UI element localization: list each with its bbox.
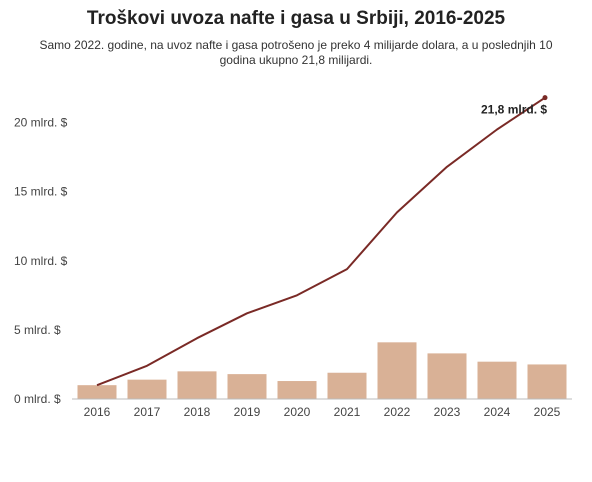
bar	[127, 379, 167, 399]
y-tick-label: 10 mlrd. $	[14, 254, 68, 268]
line-end-point	[542, 95, 548, 101]
bar	[527, 364, 567, 399]
x-axis: 2016 2017 2018 2019 2020 2021 2022 2023 2024 2025	[72, 398, 572, 419]
y-tick-label: 15 mlrd. $	[14, 185, 68, 199]
chart-title: Troškovi uvoza nafte i gasa u Srbiji, 20…	[86, 8, 506, 29]
x-tick-label: 2024	[484, 405, 511, 419]
y-tick-label: 0 mlrd. $	[14, 392, 61, 406]
x-tick-label: 2021	[334, 405, 361, 419]
x-tick-label: 2019	[234, 405, 261, 419]
line-path	[96, 96, 546, 387]
y-axis: 0 mlrd. $ 5 mlrd. $ 10 mlrd. $ 15 mlrd. $ 20…	[14, 116, 68, 406]
bar	[227, 374, 267, 399]
bar	[277, 381, 317, 399]
x-tick-label: 2020	[284, 405, 311, 419]
bar-series	[77, 342, 567, 399]
x-tick-label: 2025	[534, 405, 561, 419]
y-tick-label: 20 mlrd. $	[14, 116, 68, 130]
x-tick-label: 2022	[384, 405, 411, 419]
bar	[427, 353, 467, 399]
bar	[177, 371, 217, 399]
line-end-annotation: 21,8 mlrd. $	[481, 103, 547, 117]
x-tick-label: 2016	[84, 405, 111, 419]
chart-subtitle: Samo 2022. godine, na uvoz nafte i gasa …	[39, 38, 553, 67]
x-tick-label: 2023	[434, 405, 461, 419]
y-tick-label: 5 mlrd. $	[14, 323, 61, 337]
x-tick-label: 2018	[184, 405, 211, 419]
bar	[377, 342, 417, 399]
bar	[327, 372, 367, 399]
cumulative-line-series: 21,8 mlrd. $	[96, 95, 548, 387]
bar	[477, 361, 517, 399]
bar	[77, 385, 117, 399]
x-tick-label: 2017	[134, 405, 161, 419]
